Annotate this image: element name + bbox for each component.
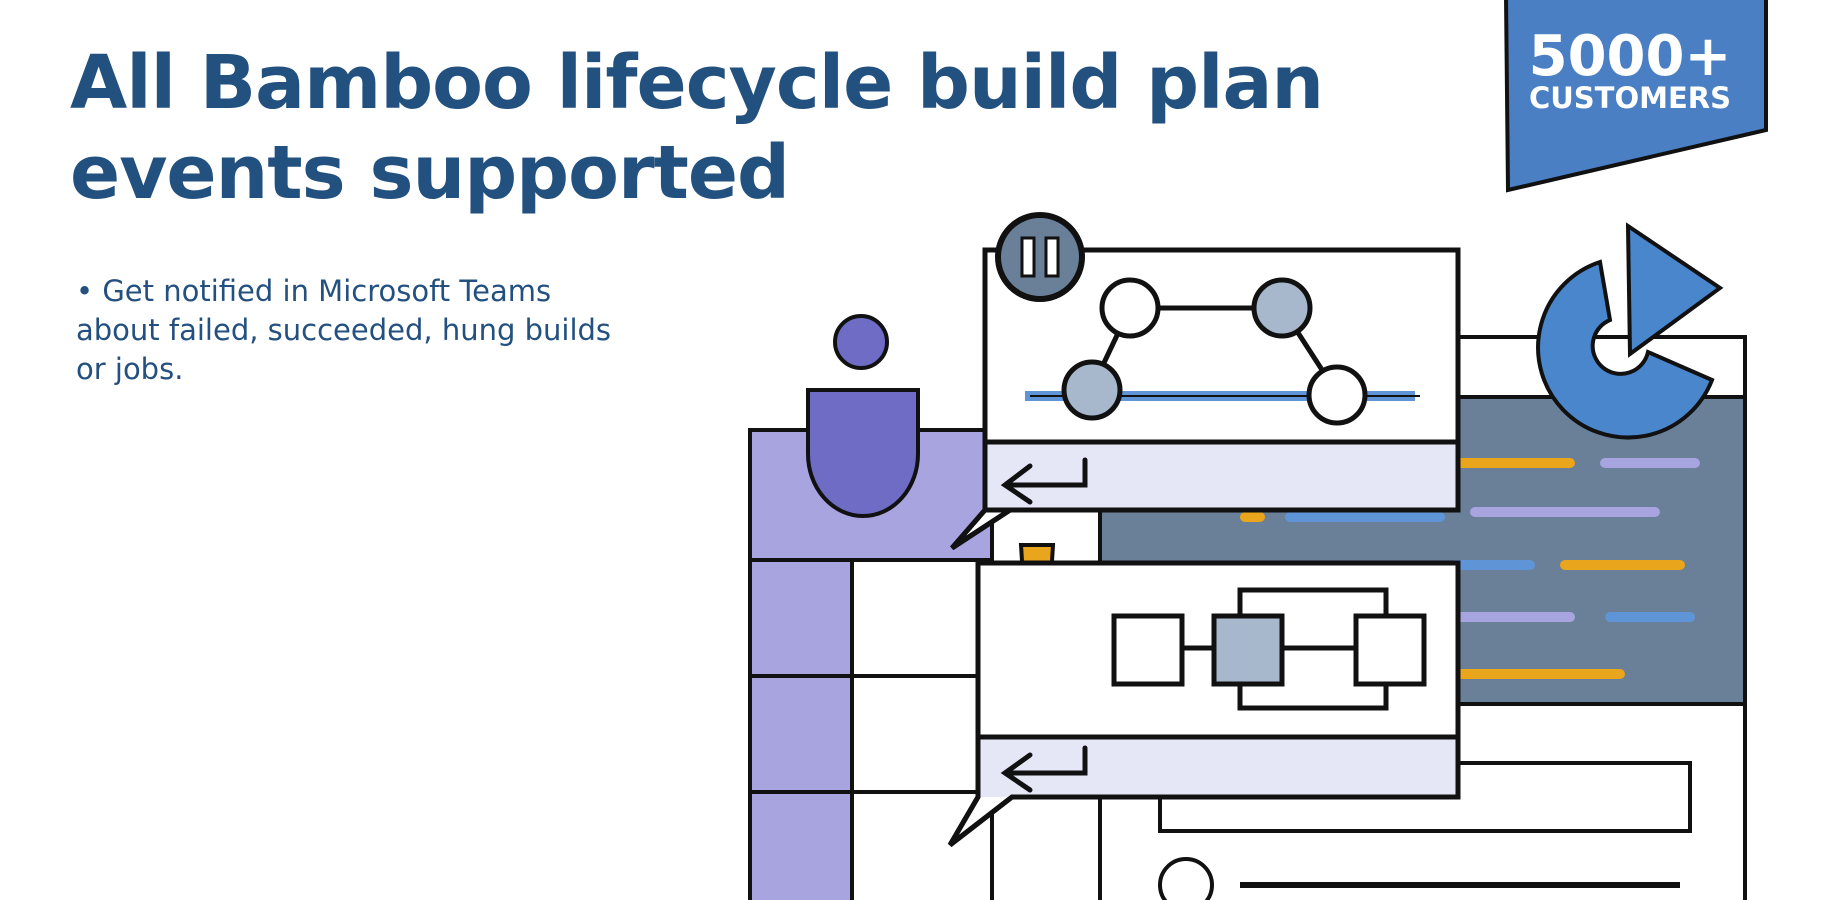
feature-bullet: • Get notified in Microsoft Teams about …: [76, 274, 612, 386]
reply-arrow-icon: [1000, 457, 1088, 505]
pipeline-boxes-icon: [1111, 587, 1427, 711]
badge-label: CUSTOMERS: [1529, 81, 1731, 115]
reply-arrow-icon: [1000, 745, 1088, 793]
customers-badge: 5000+ CUSTOMERS: [1504, 0, 1768, 193]
workflow-graph-icon: [1025, 277, 1420, 426]
pause-icon: [995, 212, 1085, 302]
chat-card-top: [950, 247, 1461, 551]
person-icon: [806, 314, 920, 518]
badge-number: 5000+: [1529, 24, 1732, 89]
pie-chart-play-icon: [1536, 222, 1724, 440]
chat-card-bottom: [947, 560, 1461, 847]
page-title: All Bamboo lifecycle build plan events s…: [70, 40, 1324, 216]
